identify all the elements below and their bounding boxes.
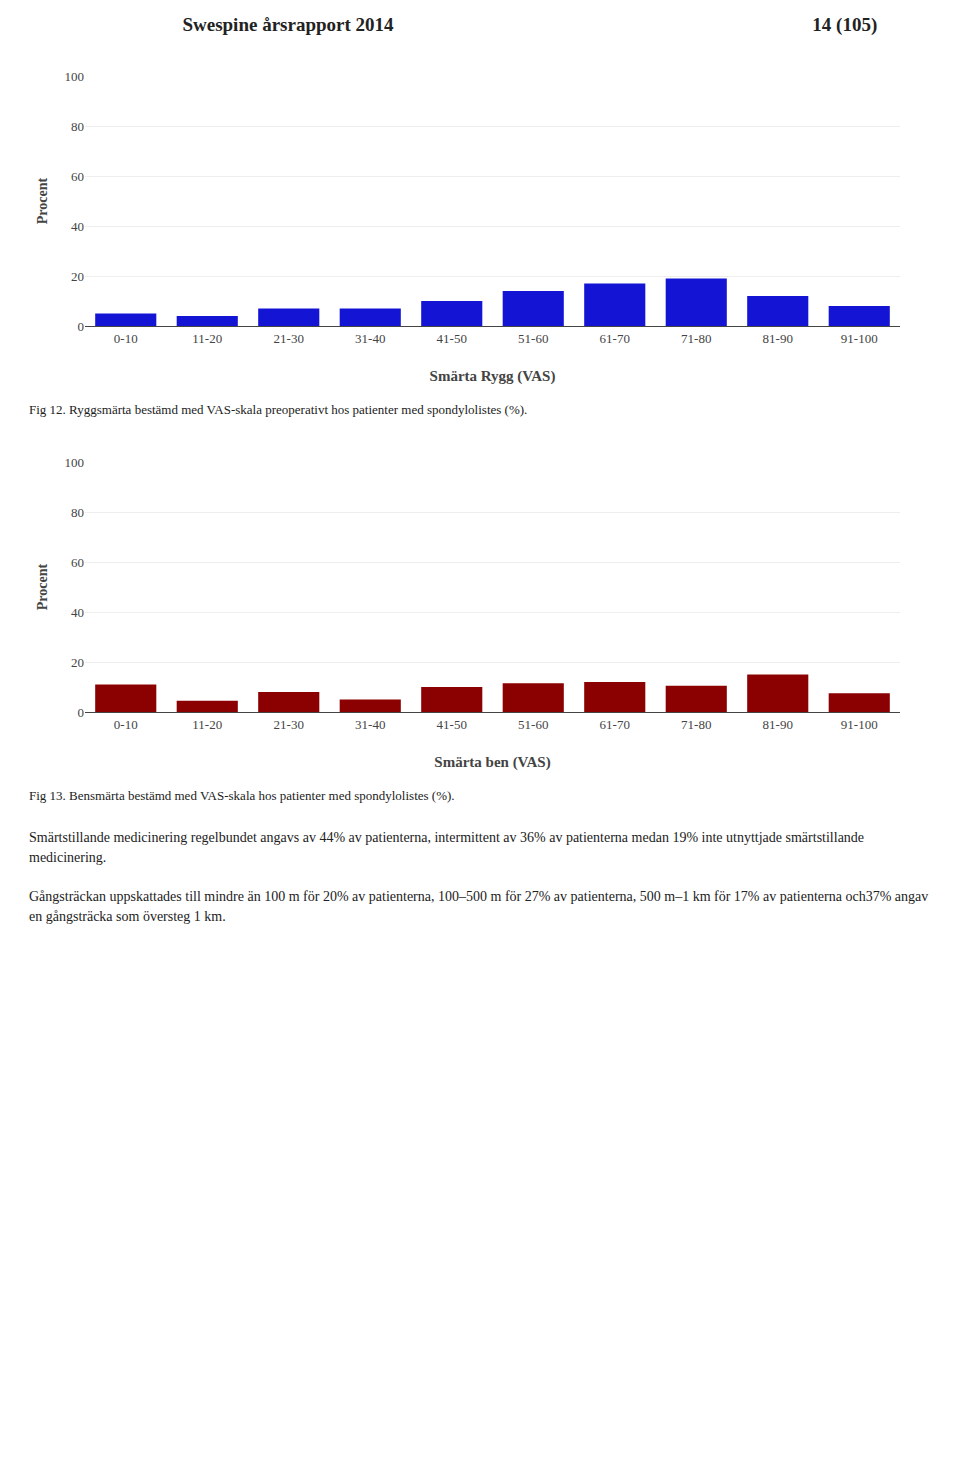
svg-text:41-50: 41-50 [437, 331, 467, 346]
svg-text:81-90: 81-90 [763, 717, 793, 732]
svg-text:11-20: 11-20 [192, 331, 222, 346]
svg-text:Smärta Rygg (VAS): Smärta Rygg (VAS) [430, 368, 556, 385]
svg-text:60: 60 [71, 169, 84, 184]
svg-text:Procent: Procent [35, 563, 50, 610]
svg-text:80: 80 [71, 505, 84, 520]
svg-text:21-30: 21-30 [274, 717, 304, 732]
svg-text:0: 0 [78, 705, 85, 720]
html-text:14 (105): 14 (105) [812, 14, 878, 35]
html-text:Fig 12. Ryggsmärta bestämd med: Fig 12. Ryggsmärta bestämd med VAS-skala… [29, 402, 528, 417]
svg-text:11-20: 11-20 [192, 717, 222, 732]
svg-text:60: 60 [71, 555, 84, 570]
svg-text:0-10: 0-10 [114, 717, 138, 732]
svg-text:40: 40 [71, 605, 84, 620]
svg-text:80: 80 [71, 119, 84, 134]
svg-text:Smärta ben (VAS): Smärta ben (VAS) [434, 754, 550, 771]
svg-text:0: 0 [78, 319, 85, 334]
svg-text:61-70: 61-70 [600, 717, 630, 732]
svg-text:61-70: 61-70 [600, 331, 630, 346]
svg-text:20: 20 [71, 655, 84, 670]
svg-text:20: 20 [71, 269, 84, 284]
html-text:Gångsträckan uppskattades till: Gångsträckan uppskattades till mindre än… [29, 889, 929, 924]
svg-text:51-60: 51-60 [518, 331, 548, 346]
svg-text:51-60: 51-60 [518, 717, 548, 732]
svg-text:100: 100 [65, 455, 85, 470]
svg-text:0-10: 0-10 [114, 331, 138, 346]
svg-text:100: 100 [65, 69, 85, 84]
svg-text:71-80: 71-80 [681, 331, 711, 346]
svg-text:Procent: Procent [35, 177, 50, 224]
html-text:Fig 13. Bensmärta bestämd med: Fig 13. Bensmärta bestämd med VAS-skala … [29, 788, 455, 803]
svg-text:91-100: 91-100 [841, 331, 878, 346]
svg-text:71-80: 71-80 [681, 717, 711, 732]
html-text:Smärtstillande medicinering re: Smärtstillande medicinering regelbundet … [29, 830, 865, 865]
svg-text:21-30: 21-30 [274, 331, 304, 346]
html-text:Swespine årsrapport 2014: Swespine årsrapport 2014 [182, 14, 394, 35]
svg-text:81-90: 81-90 [763, 331, 793, 346]
svg-text:31-40: 31-40 [355, 331, 385, 346]
svg-text:31-40: 31-40 [355, 717, 385, 732]
svg-text:40: 40 [71, 219, 84, 234]
svg-text:91-100: 91-100 [841, 717, 878, 732]
svg-text:41-50: 41-50 [437, 717, 467, 732]
